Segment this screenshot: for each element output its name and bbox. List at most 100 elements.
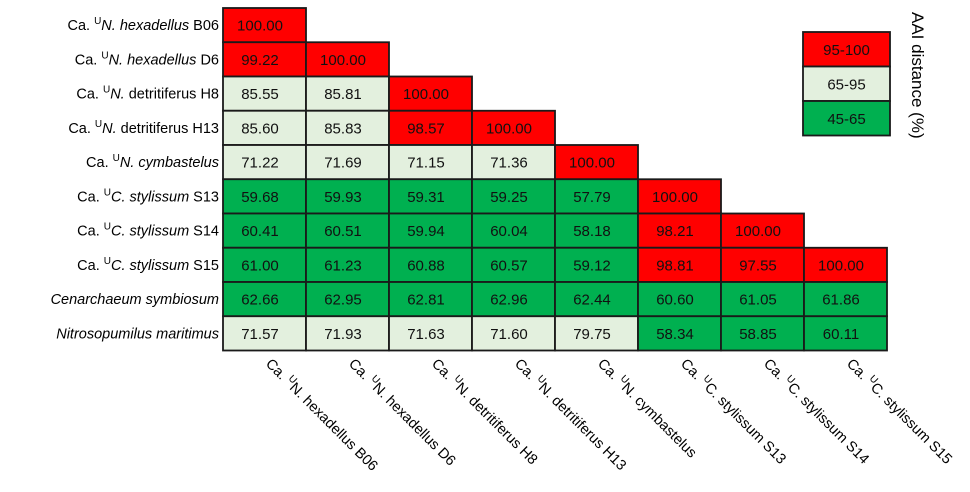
heatmap-cell-r6-c5 (637, 212, 722, 249)
legend-swatch (802, 65, 891, 102)
cell-value: 60.41 (241, 223, 279, 240)
legend-title: AAI distance (%) (908, 12, 927, 139)
cell-value: 100.00 (652, 189, 698, 206)
heatmap-cell-r9-c7 (803, 315, 888, 352)
cell-value: 60.04 (490, 223, 528, 240)
row-label: Nitrosopumilus maritimus (56, 326, 219, 342)
heatmap-cell-r6-c1 (305, 212, 390, 249)
cell-value: 62.96 (490, 292, 528, 309)
row-labels: Ca. UN. hexadellus B06 Ca. UN. hexadellus… (51, 16, 219, 342)
cell-value: 62.95 (324, 292, 362, 309)
cell-value: 60.11 (823, 326, 859, 343)
legend-label: 65-95 (827, 76, 865, 93)
cell-value: 98.21 (656, 223, 694, 240)
cell-value: 58.18 (573, 223, 611, 240)
heatmap-cell-r4-c1 (305, 144, 390, 181)
heatmap-cell-r9-c5 (637, 315, 722, 352)
cell-value: 61.86 (822, 292, 860, 309)
cell-value: 62.66 (241, 292, 279, 309)
heatmap-cell-r6-c0 (222, 212, 307, 249)
cell-value: 85.81 (324, 86, 362, 103)
cell-value: 58.34 (656, 326, 694, 343)
cell-value: 61.00 (241, 257, 279, 274)
heatmap-cell-r3-c1 (305, 109, 390, 146)
cell-value: 60.88 (407, 257, 445, 274)
cell-value: 71.57 (241, 326, 279, 343)
cell-value: 71.60 (490, 326, 528, 343)
row-label: Ca. UC. stylissum S14 (77, 222, 219, 240)
cell-value: 100.00 (735, 223, 781, 240)
cell-value: 59.93 (324, 189, 362, 206)
heatmap-cell-r5-c0 (222, 178, 307, 215)
cell-value: 61.23 (324, 257, 362, 274)
heatmap-cell-r9-c0 (222, 315, 307, 352)
legend-label: 95-100 (823, 42, 870, 59)
heatmap-cell-r7-c0 (222, 246, 307, 283)
heatmap-cell-r0-c0 (222, 7, 307, 44)
cell-value: 97.55 (739, 257, 777, 274)
heatmap-cell-r9-c6 (720, 315, 805, 352)
row-label: Ca. UN. cymbastelus (86, 153, 219, 171)
heatmap-cell-r5-c5 (637, 178, 722, 215)
cell-value: 71.93 (324, 326, 362, 343)
cell-value: 62.44 (573, 292, 611, 309)
cell-value: 60.51 (324, 223, 362, 240)
cell-value: 71.36 (490, 155, 528, 172)
cell-value: 100.00 (486, 120, 532, 137)
row-label: Cenarchaeum symbiosum (51, 292, 219, 308)
heatmap-cell-r7-c7 (803, 246, 888, 283)
cell-value: 98.57 (407, 120, 445, 137)
cell-value: 71.63 (407, 326, 445, 343)
cell-value: 58.85 (739, 326, 777, 343)
cell-value: 79.75 (573, 326, 611, 343)
heatmap-cells: 100.00 99.22 100.00 85.55 85.81 100.00 85.60 85… (222, 7, 888, 352)
row-label: Ca. UN. detritiferus H8 (76, 85, 219, 103)
cell-value: 85.83 (324, 120, 362, 137)
cell-value: 71.69 (324, 155, 362, 172)
heatmap-cell-r8-c0 (222, 281, 307, 318)
cell-value: 98.81 (656, 257, 694, 274)
legend: 95-100 65-95 45-65 AAI distance (%) (802, 12, 927, 139)
cell-value: 59.94 (407, 223, 445, 240)
cell-value: 85.55 (241, 86, 279, 103)
cell-value: 99.22 (241, 52, 279, 69)
cell-value: 59.68 (241, 189, 279, 206)
heatmap-cell-r5-c3 (471, 178, 556, 215)
cell-value: 62.81 (407, 292, 445, 309)
cell-value: 100.00 (320, 52, 366, 69)
cell-value: 100.00 (237, 18, 283, 35)
legend-label: 45-65 (827, 111, 865, 128)
cell-value: 59.12 (573, 257, 611, 274)
row-label: Ca. UC. stylissum S13 (77, 187, 219, 205)
row-label: Ca. UC. stylissum S15 (77, 256, 219, 274)
row-label: Ca. UN. hexadellus D6 (75, 50, 219, 68)
heatmap-cell-r9-c3 (471, 315, 556, 352)
heatmap-cell-r8-c5 (637, 281, 722, 318)
legend-swatch (802, 31, 891, 68)
heatmap-cell-r9-c2 (388, 315, 473, 352)
heatmap-cell-r4-c3 (471, 144, 556, 181)
cell-value: 60.57 (490, 257, 528, 274)
heatmap-cell-r9-c4 (554, 315, 639, 352)
heatmap-cell-r2-c2 (388, 75, 473, 112)
legend-swatch (802, 100, 891, 137)
row-label: Ca. UN. detritiferus H13 (68, 119, 219, 137)
cell-value: 57.79 (573, 189, 611, 206)
cell-value: 61.05 (739, 292, 777, 309)
cell-value: 100.00 (569, 155, 615, 172)
cell-value: 71.22 (241, 155, 279, 172)
heatmap-cell-r5-c1 (305, 178, 390, 215)
heatmap-cell-r9-c1 (305, 315, 390, 352)
cell-value: 71.15 (407, 155, 445, 172)
cell-value: 85.60 (241, 120, 279, 137)
cell-value: 60.60 (656, 292, 694, 309)
heatmap-cell-r7-c2 (388, 246, 473, 283)
cell-value: 100.00 (818, 257, 864, 274)
cell-value: 59.25 (490, 189, 528, 206)
cell-value: 59.31 (407, 189, 445, 206)
cell-value: 100.00 (403, 86, 449, 103)
row-label: Ca. UN. hexadellus B06 (67, 16, 219, 34)
heatmap-cell-r3-c3 (471, 109, 556, 146)
heatmap-cell-r5-c4 (554, 178, 639, 215)
